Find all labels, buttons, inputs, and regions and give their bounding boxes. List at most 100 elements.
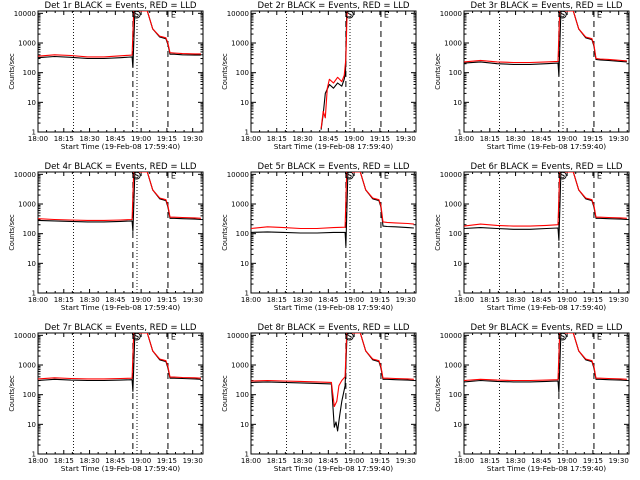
x-axis-label: Start Time (19-Feb-08 17:59:40): [487, 142, 606, 151]
y-tick-label: 10: [27, 260, 36, 268]
y-axis-label: Counts/sec: [8, 214, 16, 251]
x-tick-label: 18:00: [28, 296, 48, 304]
x-tick-label: 18:45: [531, 296, 551, 304]
series-line-lld: [251, 333, 414, 408]
y-tick-label: 10: [453, 99, 462, 107]
s-marker-circle: [345, 171, 354, 180]
x-tick-label: 18:45: [105, 457, 125, 465]
series-line-events: [464, 172, 627, 241]
y-tick-label: 1: [245, 129, 249, 137]
y-tick-label: 1000: [231, 362, 249, 370]
y-axis-label: Counts/sec: [434, 53, 442, 90]
y-tick-label: 1000: [444, 362, 462, 370]
x-tick-label: 19:15: [157, 457, 177, 465]
axes-frame: [463, 171, 630, 294]
x-tick-label: 18:30: [292, 135, 312, 143]
y-tick-label: 10: [240, 99, 249, 107]
x-tick-label: 19:15: [370, 457, 390, 465]
e-marker-label: E: [384, 172, 389, 181]
series-line-events: [38, 11, 201, 69]
y-tick-label: 1: [458, 451, 462, 459]
x-tick-label: 19:00: [131, 135, 151, 143]
y-tick-label: 10: [27, 421, 36, 429]
series-group: [38, 333, 201, 392]
y-tick-label: 1000: [231, 201, 249, 209]
panel-title: Det 5r BLACK = Events, RED = LLD: [257, 162, 409, 172]
x-tick-label: 18:45: [318, 457, 338, 465]
x-tick-label: 18:30: [505, 457, 525, 465]
y-tick-label: 1: [458, 129, 462, 137]
axes-frame: [250, 10, 417, 133]
x-tick-label: 18:00: [28, 135, 48, 143]
e-marker-label: E: [171, 11, 176, 20]
y-tick-label: 1: [32, 129, 36, 137]
x-tick-label: 19:00: [557, 457, 577, 465]
series-group: [464, 172, 627, 241]
x-tick-label: 18:30: [79, 457, 99, 465]
series-line-events: [251, 333, 414, 432]
x-tick-label: 18:00: [241, 457, 261, 465]
axes-frame: [37, 332, 204, 455]
x-axis-label: Start Time (19-Feb-08 17:59:40): [274, 142, 393, 151]
x-tick-label: 19:30: [609, 296, 629, 304]
series-group: [464, 11, 627, 77]
detector-panel-4r: Det 4r BLACK = Events, RED = LLD 18:00 18:…: [8, 162, 204, 312]
x-tick-label: 19:30: [183, 135, 203, 143]
y-tick-label: 100: [23, 391, 36, 399]
axes-frame: [250, 332, 417, 455]
x-tick-label: 18:45: [105, 296, 125, 304]
x-tick-label: 18:45: [318, 135, 338, 143]
y-axis-label: Counts/sec: [221, 53, 229, 90]
e-marker-label: E: [171, 172, 176, 181]
x-tick-label: 19:15: [157, 296, 177, 304]
series-line-lld: [38, 333, 201, 380]
x-tick-label: 18:45: [318, 296, 338, 304]
series-line-events: [251, 172, 414, 247]
x-axis-label: Start Time (19-Feb-08 17:59:40): [61, 142, 180, 151]
y-tick-label: 1000: [444, 201, 462, 209]
panel-title: Det 1r BLACK = Events, RED = LLD: [44, 1, 196, 11]
s-marker-circle: [558, 332, 567, 341]
panel-title: Det 7r BLACK = Events, RED = LLD: [44, 323, 196, 333]
x-tick-label: 18:00: [454, 457, 474, 465]
x-tick-label: 18:30: [505, 296, 525, 304]
e-marker-label: E: [384, 333, 389, 342]
e-marker-label: E: [597, 11, 602, 20]
panel-title: Det 8r BLACK = Events, RED = LLD: [257, 323, 409, 333]
x-tick-label: 19:00: [131, 457, 151, 465]
y-tick-label: 10000: [440, 171, 462, 179]
y-tick-label: 1000: [18, 40, 36, 48]
y-tick-label: 100: [449, 230, 462, 238]
panel-title: Det 6r BLACK = Events, RED = LLD: [470, 162, 622, 172]
series-line-lld: [464, 11, 627, 64]
y-tick-label: 10: [240, 421, 249, 429]
series-line-lld: [464, 333, 627, 382]
series-line-lld: [38, 11, 201, 58]
y-tick-label: 10000: [227, 10, 249, 18]
y-tick-label: 1: [458, 290, 462, 298]
s-marker-circle: [345, 332, 354, 341]
s-marker-circle: [132, 332, 141, 341]
x-axis-label: Start Time (19-Feb-08 17:59:40): [274, 464, 393, 473]
y-tick-label: 100: [449, 69, 462, 77]
y-axis-label: Counts/sec: [8, 53, 16, 90]
s-marker-label: S: [560, 10, 565, 19]
axes-frame: [37, 10, 204, 133]
series-group: [38, 11, 201, 69]
x-tick-label: 19:00: [344, 457, 364, 465]
y-tick-label: 10: [453, 260, 462, 268]
x-tick-label: 19:15: [583, 296, 603, 304]
y-tick-label: 100: [236, 69, 249, 77]
y-axis-label: Counts/sec: [221, 214, 229, 251]
x-tick-label: 18:30: [292, 457, 312, 465]
y-axis-label: Counts/sec: [8, 375, 16, 412]
x-axis-label: Start Time (19-Feb-08 17:59:40): [487, 464, 606, 473]
y-tick-label: 10000: [14, 10, 36, 18]
x-tick-label: 18:00: [241, 296, 261, 304]
y-tick-label: 1000: [18, 362, 36, 370]
x-tick-label: 18:15: [54, 296, 74, 304]
x-tick-label: 18:30: [79, 135, 99, 143]
